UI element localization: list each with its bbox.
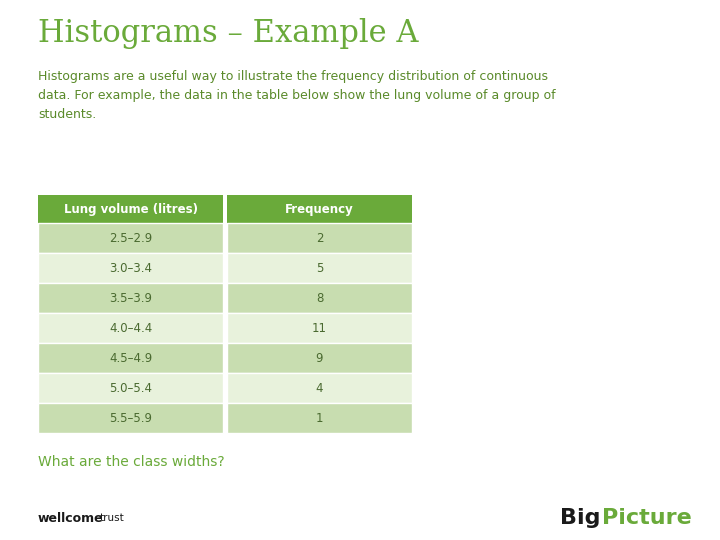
Text: 3.0–3.4: 3.0–3.4 bbox=[109, 261, 152, 274]
Text: 4: 4 bbox=[316, 381, 323, 395]
Text: Lung volume (litres): Lung volume (litres) bbox=[63, 202, 197, 215]
Text: 2.5–2.9: 2.5–2.9 bbox=[109, 232, 152, 245]
Bar bbox=[227, 313, 412, 343]
Text: 5.0–5.4: 5.0–5.4 bbox=[109, 381, 152, 395]
Bar bbox=[227, 195, 412, 223]
Text: 1: 1 bbox=[316, 411, 323, 424]
Text: 4.5–4.9: 4.5–4.9 bbox=[109, 352, 152, 365]
Bar bbox=[38, 195, 223, 223]
Text: 5: 5 bbox=[316, 261, 323, 274]
Bar bbox=[38, 373, 223, 403]
Text: Histograms – Example A: Histograms – Example A bbox=[38, 18, 418, 49]
Bar bbox=[227, 373, 412, 403]
Bar bbox=[38, 343, 223, 373]
Bar bbox=[227, 343, 412, 373]
Bar bbox=[227, 253, 412, 283]
Text: Big: Big bbox=[560, 508, 600, 528]
Text: What are the class widths?: What are the class widths? bbox=[38, 455, 225, 469]
Text: 8: 8 bbox=[316, 292, 323, 305]
Text: wellcome: wellcome bbox=[38, 511, 104, 524]
Text: 3.5–3.9: 3.5–3.9 bbox=[109, 292, 152, 305]
Text: Frequency: Frequency bbox=[285, 202, 354, 215]
Text: Picture: Picture bbox=[602, 508, 692, 528]
Text: 11: 11 bbox=[312, 321, 327, 334]
Text: 9: 9 bbox=[316, 352, 323, 365]
Bar bbox=[38, 403, 223, 433]
Bar bbox=[227, 283, 412, 313]
Bar bbox=[38, 253, 223, 283]
Text: trust: trust bbox=[100, 513, 125, 523]
Bar bbox=[38, 283, 223, 313]
Bar bbox=[38, 313, 223, 343]
Bar bbox=[38, 223, 223, 253]
Text: 2: 2 bbox=[316, 232, 323, 245]
Text: Histograms are a useful way to illustrate the frequency distribution of continuo: Histograms are a useful way to illustrat… bbox=[38, 70, 556, 121]
Text: 4.0–4.4: 4.0–4.4 bbox=[109, 321, 152, 334]
Bar bbox=[227, 223, 412, 253]
Text: 5.5–5.9: 5.5–5.9 bbox=[109, 411, 152, 424]
Bar bbox=[227, 403, 412, 433]
